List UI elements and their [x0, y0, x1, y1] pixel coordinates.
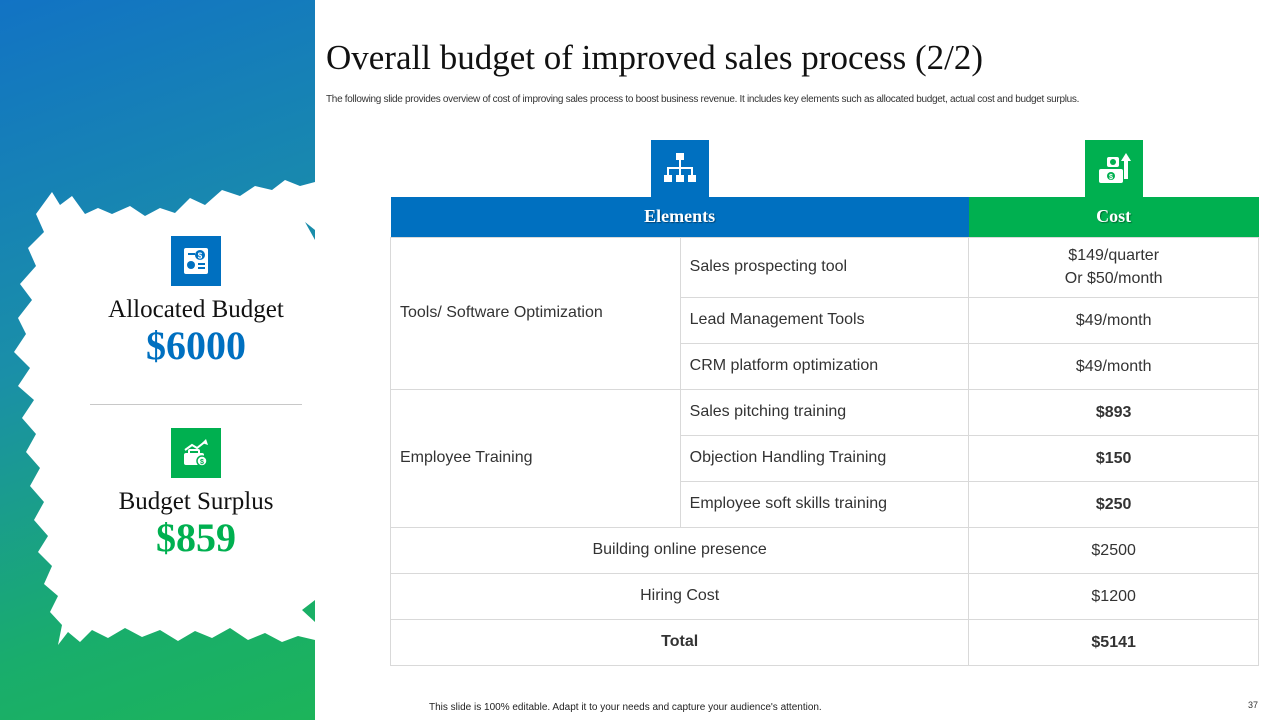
element-cell: Building online presence	[389, 526, 970, 574]
page-subtitle: The following slide provides overview of…	[326, 94, 1080, 105]
cost-cell: $49/month	[968, 296, 1259, 344]
header-elements: Elements	[390, 197, 969, 237]
element-cell: Sales prospecting tool	[679, 236, 970, 298]
cost-cell: $250	[968, 480, 1259, 528]
svg-text:$: $	[200, 459, 204, 466]
budget-surplus-card: $ Budget Surplus $859	[90, 428, 302, 560]
budget-surplus-label: Budget Surplus	[118, 488, 274, 515]
footer-note: This slide is 100% editable. Adapt it to…	[429, 702, 822, 713]
element-cell: Objection Handling Training	[679, 434, 970, 482]
cost-cell: $49/month	[968, 342, 1259, 390]
cost-line-2: Or $50/month	[1064, 270, 1163, 287]
budget-surplus-value: $859	[156, 515, 236, 560]
category-cell: Employee Training	[390, 388, 681, 528]
cost-cell: $2500	[968, 526, 1259, 574]
category-cell: Tools/ Software Optimization	[390, 236, 681, 390]
header-cost: Cost	[968, 197, 1259, 237]
cost-line-1: $149/quarter	[1068, 247, 1160, 264]
element-cell: Lead Management Tools	[679, 296, 970, 344]
table-row: Tools/ Software Optimization Sales prosp…	[390, 236, 1259, 390]
budget-table: Elements Cost Tools/ Software Optimizati…	[389, 197, 1259, 666]
table-row: Employee Training Sales pitching trainin…	[390, 388, 1259, 528]
cost-cell: $893	[968, 388, 1259, 436]
hierarchy-icon	[649, 138, 711, 200]
element-cell: Sales pitching training	[679, 388, 970, 436]
total-value: $5141	[968, 618, 1259, 666]
svg-text:$: $	[198, 252, 203, 261]
element-cell: Employee soft skills training	[679, 480, 970, 528]
cost-cell: $150	[968, 434, 1259, 482]
element-cell: Hiring Cost	[389, 572, 970, 620]
table-row: Building online presence $2500	[389, 526, 1259, 574]
total-row: Total $5141	[389, 618, 1259, 666]
table-row: Hiring Cost $1200	[389, 572, 1259, 620]
allocated-budget-value: $6000	[146, 323, 246, 368]
cost-cell: $149/quarter Or $50/month	[968, 236, 1259, 298]
torn-paper-shape	[14, 180, 315, 645]
left-gradient-panel	[0, 0, 315, 720]
allocated-budget-card: $ Allocated Budget $6000	[90, 236, 302, 368]
money-growth-header-icon: $	[1083, 138, 1145, 200]
money-growth-icon: $	[171, 428, 221, 478]
summary-divider	[90, 404, 302, 405]
page-number: 37	[1248, 700, 1259, 710]
table-row: Objection Handling Training $150	[391, 434, 1259, 482]
total-label: Total	[389, 618, 970, 666]
cost-cell: $1200	[968, 572, 1259, 620]
table-row: Employee soft skills training $250	[391, 480, 1259, 528]
budget-document-icon: $	[171, 236, 221, 286]
element-cell: CRM platform optimization	[679, 342, 970, 390]
allocated-budget-label: Allocated Budget	[108, 296, 284, 323]
page-title: Overall budget of improved sales process…	[326, 38, 984, 77]
svg-text:$: $	[1109, 174, 1113, 181]
